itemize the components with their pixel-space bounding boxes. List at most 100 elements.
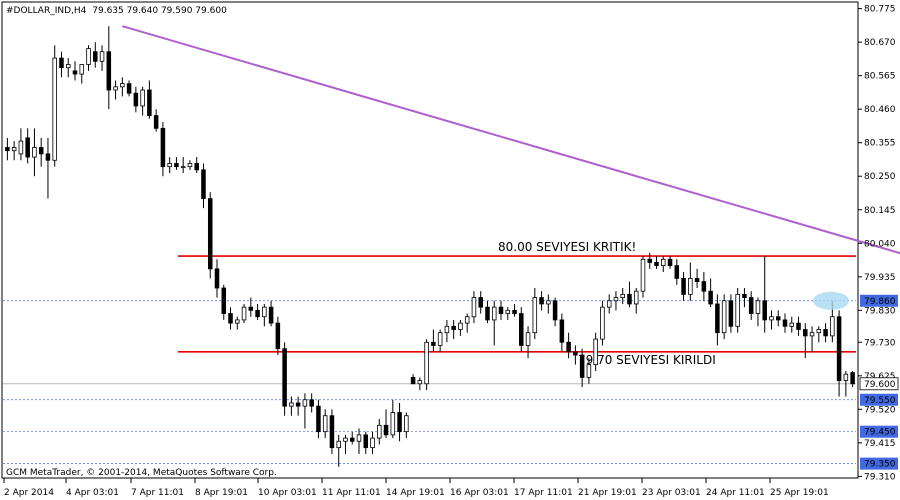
- candle: [769, 310, 774, 330]
- price-label-text: 79.860: [864, 297, 896, 307]
- candle: [566, 332, 571, 359]
- x-tick-label: 16 Apr 03:01: [450, 488, 509, 498]
- symbol-text: #DOLLAR_IND,H4: [6, 6, 87, 16]
- candle: [383, 409, 389, 439]
- candle-body: [606, 300, 612, 308]
- y-tick-label: 80.460: [864, 105, 896, 115]
- candle-body: [681, 278, 686, 295]
- price-label-box: [860, 393, 898, 406]
- candle-body: [721, 300, 727, 334]
- candle: [228, 307, 233, 330]
- candle: [850, 371, 855, 387]
- candle-body: [113, 86, 118, 91]
- x-tick-label: 4 Apr 03:01: [66, 488, 119, 498]
- candle-body: [235, 319, 240, 324]
- candle: [113, 80, 118, 100]
- candle: [579, 348, 585, 387]
- candle: [72, 61, 78, 81]
- candle-body: [539, 297, 544, 305]
- x-tick-label: 8 Apr 19:01: [195, 488, 248, 498]
- candle: [451, 319, 456, 340]
- candle: [5, 137, 10, 161]
- candle: [316, 399, 321, 439]
- candle: [25, 128, 30, 164]
- candle-body: [390, 412, 396, 436]
- candle: [147, 80, 152, 119]
- y-tick-label: 80.775: [864, 5, 896, 15]
- candle: [505, 307, 511, 320]
- candle: [241, 303, 247, 324]
- candle: [586, 358, 592, 384]
- candle: [93, 42, 98, 68]
- candle: [207, 192, 213, 279]
- candle-body: [295, 402, 301, 407]
- candle: [762, 256, 767, 333]
- candle: [262, 303, 267, 327]
- candle: [525, 326, 531, 359]
- candle: [816, 326, 822, 343]
- candle: [647, 252, 653, 269]
- candle-body: [512, 309, 517, 314]
- candle: [424, 339, 429, 391]
- candle-body: [586, 364, 592, 378]
- candle: [708, 278, 713, 308]
- candle: [45, 137, 51, 199]
- x-tick-label: 2 Apr 2014: [4, 488, 54, 498]
- y-tick-label: 79.625: [864, 372, 896, 382]
- candle: [431, 329, 436, 352]
- candle-body: [248, 306, 254, 311]
- candle: [809, 326, 815, 352]
- candle: [674, 259, 680, 285]
- candle-body: [309, 399, 314, 407]
- candle: [573, 345, 578, 365]
- candle: [775, 310, 781, 327]
- candle: [302, 393, 308, 429]
- candle-body: [451, 325, 456, 330]
- candle: [755, 297, 761, 327]
- candle-body: [782, 319, 788, 327]
- candle: [552, 297, 558, 327]
- candle: [336, 434, 341, 467]
- candle-body: [775, 316, 781, 321]
- candle-body: [424, 341, 429, 385]
- candle-body: [762, 300, 767, 321]
- candle-body: [850, 372, 855, 385]
- candle-body: [201, 169, 206, 199]
- x-tick-label: 25 Apr 19:01: [770, 488, 829, 498]
- candle: [512, 303, 517, 317]
- candle-body: [221, 287, 227, 314]
- candle-body: [559, 319, 565, 343]
- candle: [18, 128, 24, 161]
- x-tick-label: 14 Apr 19:01: [386, 488, 445, 498]
- candle: [539, 291, 544, 311]
- candle: [640, 256, 646, 298]
- candle: [546, 294, 551, 314]
- candle-body: [742, 293, 747, 298]
- candle-body: [336, 440, 341, 449]
- candle-body: [464, 316, 470, 324]
- candle: [458, 319, 463, 336]
- candle-body: [485, 306, 490, 321]
- y-tick-label: 79.830: [864, 306, 896, 316]
- candle: [140, 86, 145, 116]
- candle: [532, 287, 538, 340]
- candle-body: [735, 293, 740, 327]
- trendline-highlight: [813, 291, 849, 310]
- x-tick-label: 24 Apr 11:01: [706, 488, 765, 498]
- y-tick-label: 79.935: [864, 273, 896, 283]
- candle: [309, 393, 314, 413]
- candle-body: [613, 297, 619, 302]
- candle-body: [404, 415, 409, 433]
- candle-body: [431, 341, 436, 346]
- symbol-label: #DOLLAR_IND,H4 79.635 79.640 79.590 79.6…: [6, 6, 227, 16]
- candle: [282, 342, 287, 416]
- candle: [654, 256, 659, 269]
- x-tick-label: 7 Apr 11:01: [131, 488, 184, 498]
- price-label-text: 79.600: [864, 380, 896, 390]
- candle: [748, 291, 754, 320]
- candle-body: [377, 424, 382, 439]
- candle: [823, 323, 828, 343]
- candle: [65, 58, 71, 78]
- candle: [86, 45, 91, 71]
